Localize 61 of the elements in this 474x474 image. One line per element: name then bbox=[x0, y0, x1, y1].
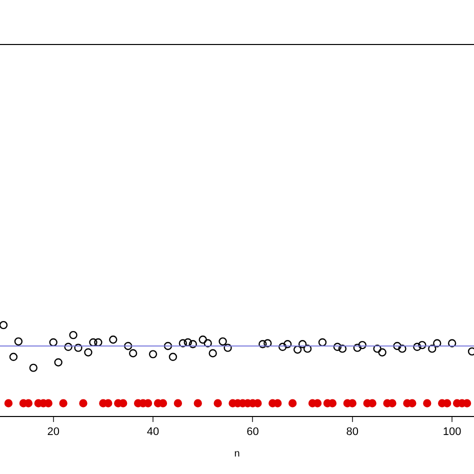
point bbox=[293, 346, 302, 354]
point bbox=[164, 342, 172, 350]
point bbox=[69, 330, 78, 340]
x-tick-label: 80 bbox=[346, 426, 359, 438]
point bbox=[278, 342, 287, 351]
point bbox=[224, 344, 232, 352]
point bbox=[393, 342, 402, 350]
point bbox=[333, 342, 342, 351]
x-tick-label: 100 bbox=[442, 426, 462, 438]
point bbox=[188, 340, 197, 348]
point bbox=[109, 336, 118, 344]
point bbox=[14, 337, 23, 346]
point bbox=[413, 342, 422, 351]
point bbox=[448, 339, 456, 348]
point bbox=[59, 399, 68, 408]
x-tick-label: 60 bbox=[246, 426, 259, 438]
point bbox=[148, 350, 158, 358]
point bbox=[204, 339, 212, 348]
point bbox=[124, 342, 132, 350]
point bbox=[303, 344, 312, 353]
point bbox=[64, 342, 72, 351]
point bbox=[79, 399, 88, 408]
point bbox=[288, 399, 297, 408]
point bbox=[318, 338, 327, 346]
point bbox=[54, 358, 62, 366]
point bbox=[184, 338, 192, 346]
point bbox=[423, 399, 432, 408]
point bbox=[194, 399, 202, 408]
point bbox=[283, 340, 292, 348]
point bbox=[4, 399, 13, 408]
point bbox=[128, 349, 138, 358]
point bbox=[258, 340, 267, 348]
point bbox=[49, 338, 58, 346]
point bbox=[433, 339, 442, 348]
point bbox=[353, 344, 362, 352]
x-axis-title: n bbox=[234, 448, 240, 460]
x-tick-label: 40 bbox=[146, 426, 160, 438]
point bbox=[378, 348, 386, 356]
point bbox=[373, 344, 382, 353]
point bbox=[214, 399, 222, 408]
point bbox=[9, 352, 18, 361]
point bbox=[338, 344, 347, 353]
point bbox=[178, 339, 188, 348]
point bbox=[89, 338, 98, 346]
point bbox=[398, 344, 406, 353]
point bbox=[428, 344, 436, 353]
point bbox=[198, 336, 207, 344]
point bbox=[94, 338, 102, 346]
point bbox=[29, 364, 38, 372]
point bbox=[168, 352, 178, 361]
point bbox=[0, 320, 8, 330]
point bbox=[174, 399, 182, 408]
x-tick-label: 20 bbox=[47, 426, 60, 438]
point bbox=[74, 344, 82, 352]
point bbox=[264, 339, 272, 348]
point bbox=[208, 349, 217, 358]
point bbox=[84, 348, 92, 356]
point bbox=[218, 337, 227, 346]
point bbox=[358, 340, 366, 350]
point bbox=[298, 340, 307, 348]
point bbox=[418, 340, 426, 350]
